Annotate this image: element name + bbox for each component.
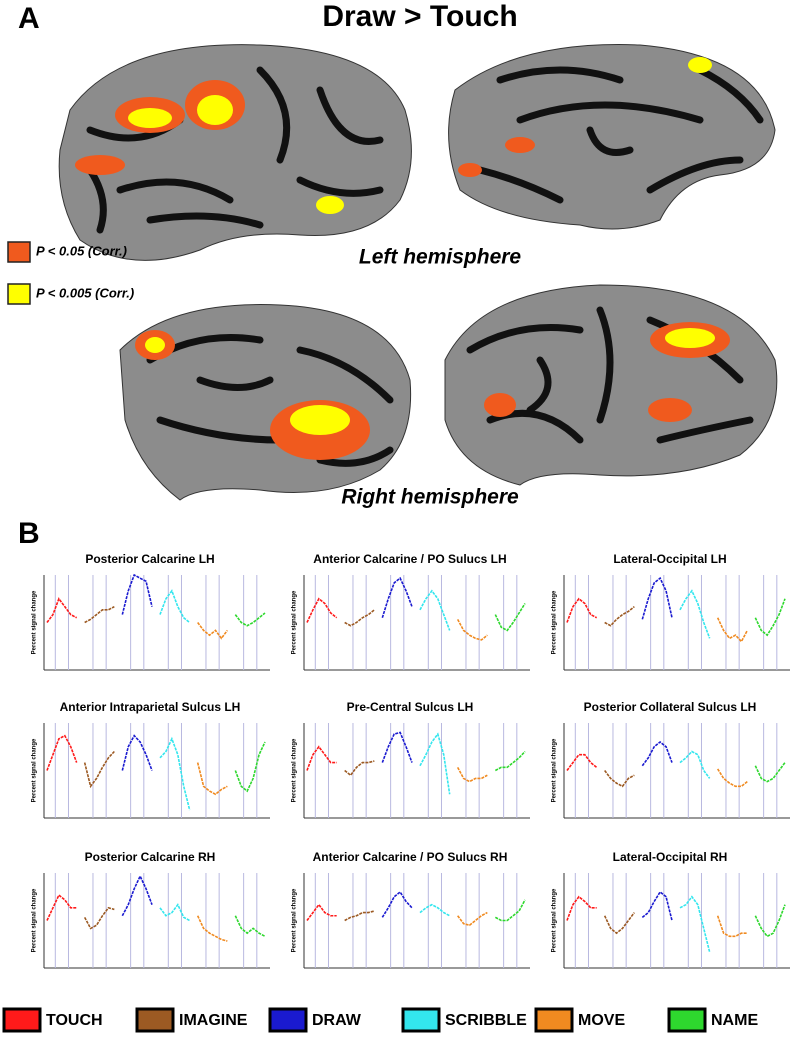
response-curve xyxy=(419,589,451,631)
response-curve xyxy=(344,609,375,627)
legend-label: TOUCH xyxy=(46,1012,103,1029)
response-curve xyxy=(566,895,597,921)
legend-swatch xyxy=(534,1007,574,1033)
y-axis-label: Percent signal change xyxy=(32,738,38,802)
chart-title: Anterior Intraparietal Sulcus LH xyxy=(60,700,241,714)
chart-title: Posterior Collateral Sulcus LH xyxy=(584,700,757,714)
response-curve xyxy=(603,912,635,935)
response-curve xyxy=(566,753,598,771)
panel-title: Draw > Touch xyxy=(322,0,517,33)
response-curve xyxy=(754,598,786,637)
chart-title: Anterior Calcarine / PO Sulucs LH xyxy=(313,552,506,566)
threshold-swatch xyxy=(7,283,31,305)
y-axis-label: Percent signal change xyxy=(292,590,298,654)
response-curve xyxy=(84,605,115,624)
legend-swatch xyxy=(401,1007,441,1033)
response-curve xyxy=(83,906,115,930)
response-curve xyxy=(566,597,598,623)
response-curve xyxy=(494,603,526,632)
response-curve xyxy=(641,576,673,620)
response-curve xyxy=(196,762,228,796)
legend-label: DRAW xyxy=(312,1012,362,1029)
activations xyxy=(75,57,730,460)
y-axis-label: Percent signal change xyxy=(292,888,298,952)
legend-swatch xyxy=(667,1007,707,1033)
y-axis-label: Percent signal change xyxy=(552,590,558,654)
response-curve xyxy=(46,893,77,921)
response-curve xyxy=(306,903,337,921)
chart-title: Pre-Central Sulcus LH xyxy=(347,700,474,714)
response-curve xyxy=(234,915,266,938)
brains xyxy=(58,44,778,501)
response-curve xyxy=(604,606,635,627)
brain-left-medial xyxy=(448,44,776,230)
legend-label: IMAGINE xyxy=(179,1012,248,1029)
response-curve xyxy=(381,890,413,918)
response-curve xyxy=(121,734,153,771)
y-axis-label: Percent signal change xyxy=(552,738,558,802)
response-curve xyxy=(604,770,635,788)
legend-label: MOVE xyxy=(578,1012,625,1029)
response-curve xyxy=(46,597,78,623)
response-curve xyxy=(234,741,266,793)
response-curve xyxy=(494,899,526,922)
response-curve xyxy=(306,745,337,771)
response-curve xyxy=(159,589,191,624)
response-curve xyxy=(234,612,266,627)
y-axis-label: Percent signal change xyxy=(32,888,38,952)
chart-title: Posterior Calcarine LH xyxy=(85,552,214,566)
hemisphere-label: Right hemisphere xyxy=(341,486,519,509)
brain-left-lateral xyxy=(58,44,412,261)
response-curve xyxy=(716,768,748,788)
hemisphere-label: Left hemisphere xyxy=(359,246,522,269)
response-curve xyxy=(754,904,786,938)
response-curve xyxy=(344,760,375,777)
legend-swatch xyxy=(2,1007,42,1033)
response-curve xyxy=(381,731,413,763)
response-curve xyxy=(641,740,673,767)
chart-title: Lateral-Occipital LH xyxy=(613,552,726,566)
threshold-swatch xyxy=(7,241,31,263)
response-curve xyxy=(159,736,191,811)
panel-letter: A xyxy=(18,2,40,35)
response-curve xyxy=(457,911,488,927)
response-curve xyxy=(456,766,488,783)
response-curve xyxy=(381,576,413,618)
y-axis-label: Percent signal change xyxy=(32,590,38,654)
response-curve xyxy=(121,874,153,917)
legend-swatch xyxy=(268,1007,308,1033)
response-curve xyxy=(679,589,711,639)
response-curve xyxy=(306,597,338,623)
response-curve xyxy=(419,903,451,917)
response-curve xyxy=(716,617,749,643)
threshold-label: P < 0.005 (Corr.) xyxy=(36,285,134,300)
legend-label: NAME xyxy=(711,1012,758,1029)
response-curve xyxy=(679,895,711,953)
response-curve xyxy=(641,890,673,921)
legend-swatch xyxy=(135,1007,175,1033)
chart-title: Posterior Calcarine RH xyxy=(85,850,216,864)
response-curve xyxy=(197,622,228,640)
chart-title: Anterior Calcarine / PO Sulucs RH xyxy=(313,850,508,864)
legend-label: SCRIBBLE xyxy=(445,1012,527,1029)
response-curve xyxy=(494,750,526,772)
response-curve xyxy=(456,618,488,641)
response-curve xyxy=(679,750,711,779)
response-curve xyxy=(754,762,786,783)
dynamic: P < 0.05 (Corr.) P < 0.005 (Corr.) Posteri… xyxy=(2,241,790,1033)
response-curve xyxy=(716,915,748,938)
threshold-label: P < 0.05 (Corr.) xyxy=(36,243,127,258)
panel-letter: B xyxy=(18,517,40,550)
y-axis-label: Percent signal change xyxy=(292,738,298,802)
chart-title: Lateral-Occipital RH xyxy=(613,850,728,864)
response-curve xyxy=(121,573,153,615)
response-curve xyxy=(83,750,115,789)
response-curve xyxy=(196,915,228,942)
y-axis-label: Percent signal change xyxy=(552,888,558,952)
response-curve xyxy=(46,734,78,771)
response-curve xyxy=(419,732,451,795)
response-curve xyxy=(159,903,191,922)
response-curve xyxy=(344,910,375,922)
